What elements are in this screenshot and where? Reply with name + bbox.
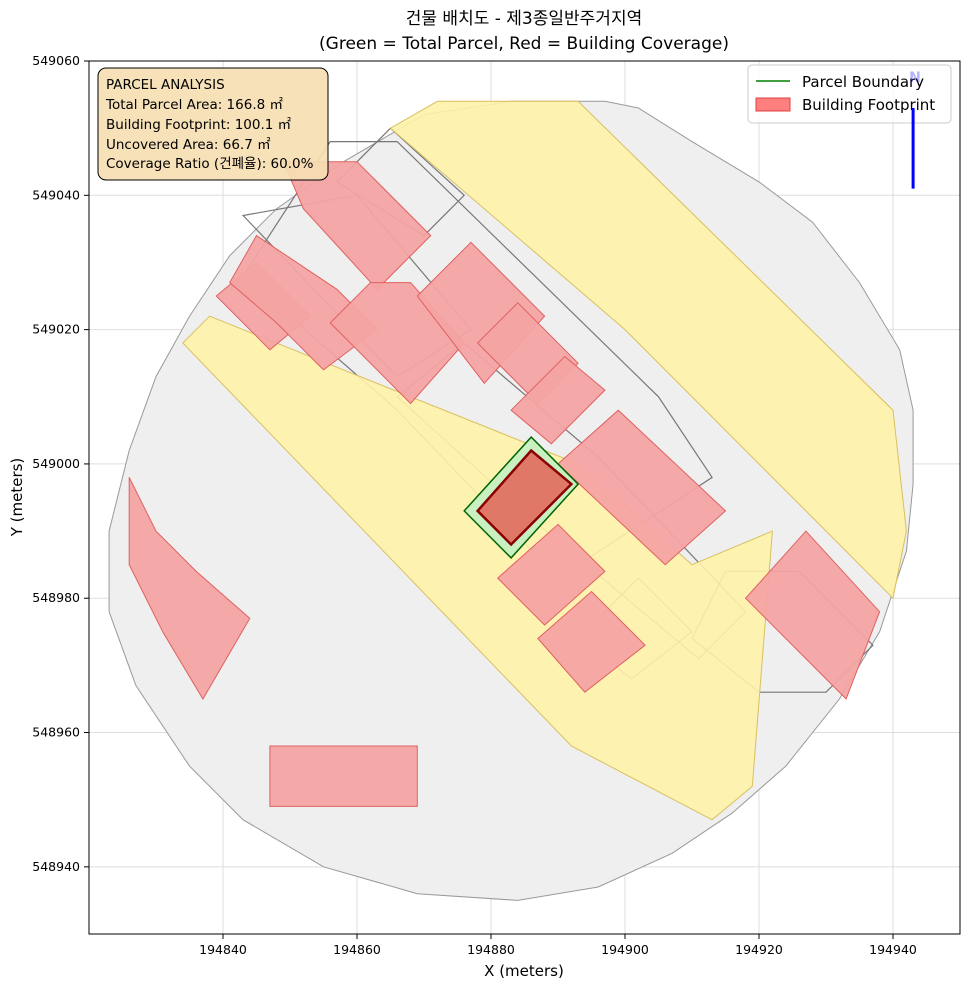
- chart-title-line1: 건물 배치도 - 제3종일반주거지역: [406, 9, 642, 29]
- x-tick-label: 194880: [467, 942, 515, 957]
- x-tick-label: 194920: [735, 942, 783, 957]
- y-tick-label: 548980: [32, 590, 80, 605]
- x-axis-label: X (meters): [484, 962, 564, 980]
- building-footprint: [510, 355, 606, 445]
- analysis-line: Uncovered Area: 66.7 ㎡: [106, 137, 271, 153]
- analysis-line: Total Parcel Area: 166.8 ㎡: [105, 97, 283, 113]
- building-footprint: [496, 523, 606, 626]
- y-axis-ticks: 548940 548960 548980 549000 549020 549040 5490…: [32, 53, 89, 874]
- y-tick-label: 549040: [32, 187, 80, 202]
- x-axis-ticks: 194840 194860 194880 194900 194920 194940: [199, 934, 917, 957]
- legend-label-parcel: Parcel Boundary: [802, 73, 924, 91]
- legend: Parcel Boundary Building Footprint: [747, 64, 952, 124]
- x-tick-label: 194860: [333, 942, 381, 957]
- legend-patch-swatch: [755, 97, 791, 112]
- y-tick-label: 549060: [32, 53, 80, 68]
- analysis-line: Building Footprint: 100.1 ㎡: [106, 117, 292, 133]
- y-tick-label: 548940: [32, 859, 80, 874]
- chart-title-line2: (Green = Total Parcel, Red = Building Co…: [319, 34, 729, 54]
- y-tick-label: 549000: [32, 456, 80, 471]
- focus-building: [475, 448, 574, 547]
- analysis-box: PARCEL ANALYSIS Total Parcel Area: 166.8…: [97, 67, 329, 181]
- x-tick-label: 194900: [601, 942, 649, 957]
- x-tick-label: 194840: [199, 942, 247, 957]
- analysis-line: Coverage Ratio (건폐율): 60.0%: [106, 156, 314, 172]
- legend-label-building: Building Footprint: [802, 96, 935, 114]
- building-footprint: [537, 590, 646, 693]
- building-footprint: [557, 409, 727, 566]
- y-tick-label: 549020: [32, 322, 80, 337]
- building-footprint: [282, 161, 432, 291]
- north-arrow-label: N: [909, 70, 921, 86]
- road-area: [389, 100, 907, 600]
- building-footprint: [229, 234, 378, 371]
- analysis-heading: PARCEL ANALYSIS: [106, 77, 225, 93]
- plot-frame: [88, 60, 961, 935]
- x-tick-label: 194940: [869, 942, 917, 957]
- y-tick-label: 548960: [32, 725, 80, 740]
- y-axis-label: Y (meters): [8, 458, 26, 538]
- building-footprint: [269, 745, 418, 807]
- building-footprint: [744, 530, 881, 700]
- north-arrow: N: [909, 70, 921, 189]
- map-layer: [108, 100, 914, 901]
- building-footprint: [128, 477, 251, 700]
